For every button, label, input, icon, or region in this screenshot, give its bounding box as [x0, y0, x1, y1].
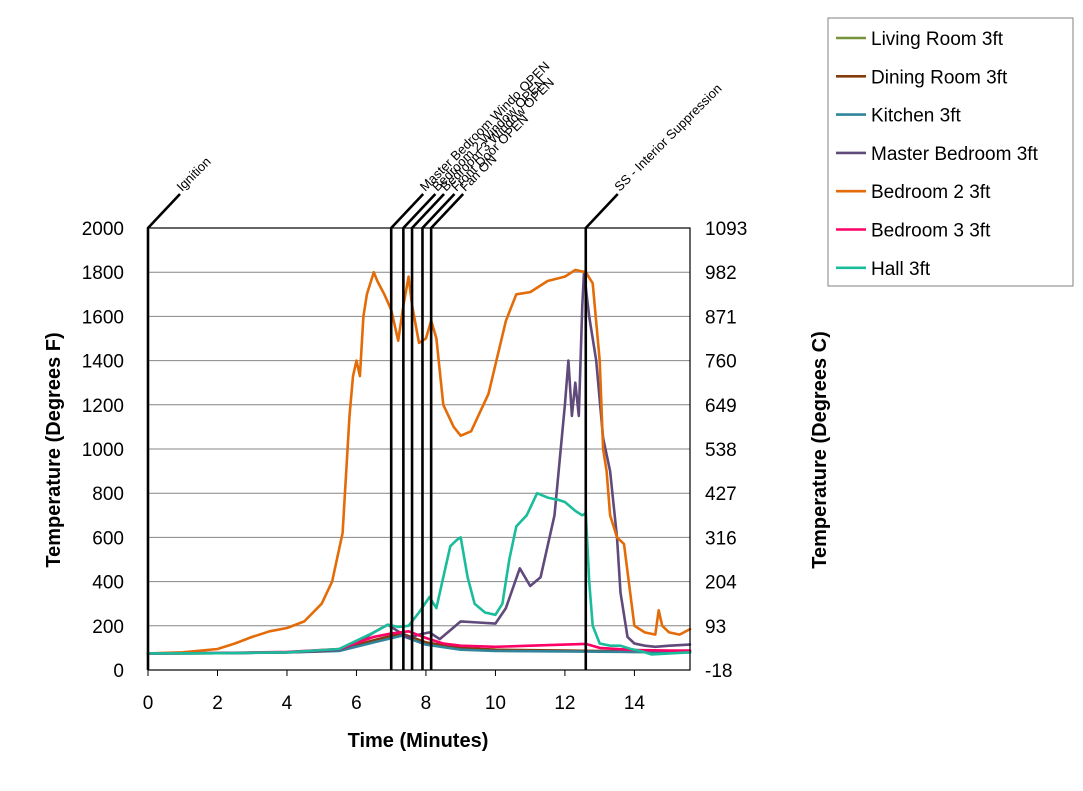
series-line-4 [146, 268, 692, 655]
y2-tick-label: 871 [705, 307, 737, 328]
event-line [389, 193, 425, 670]
x-tick-label: 4 [282, 693, 293, 714]
y-tick-label: 400 [92, 573, 124, 594]
y-tick-label: 1000 [82, 440, 124, 461]
y-tick-label: 800 [92, 484, 124, 505]
y-tick-label: 2000 [82, 219, 124, 240]
y2-axis-title: Temperature (Degrees C) [809, 331, 831, 568]
legend-box [827, 17, 1074, 287]
series-layer [146, 268, 692, 656]
legend-label: Living Room 3ft [871, 29, 1004, 50]
y-tick-label: 1600 [82, 307, 124, 328]
series-line-3 [146, 270, 692, 655]
event-line [146, 193, 181, 670]
y-tick-label: 200 [92, 617, 124, 638]
event-markers: Ignition Master Bedroom Windo OPENBedroom… [146, 58, 725, 670]
grid [148, 227, 690, 671]
legend-label: Bedroom 2 3ft [871, 182, 991, 203]
y2-tick-label: 204 [705, 573, 737, 594]
plot-area-frame [147, 227, 691, 671]
y-tick-label: 600 [92, 528, 124, 549]
x-tick-label: 6 [351, 693, 362, 714]
legend-label: Bedroom 3 3ft [871, 221, 991, 242]
legend-label: Hall 3ft [871, 259, 931, 280]
y2-tick-label: 316 [705, 528, 737, 549]
x-tick-label: 14 [624, 693, 646, 714]
legend-label: Master Bedroom 3ft [871, 144, 1039, 165]
y2-tick-label: 649 [705, 396, 737, 417]
series-line-6 [146, 491, 692, 656]
x-tick-label: 8 [421, 693, 432, 714]
legend-label: Dining Room 3ft [871, 67, 1008, 88]
legend-label: Kitchen 3ft [871, 106, 961, 127]
y2-tick-label: 427 [705, 484, 737, 505]
x-tick-label: 2 [212, 693, 223, 714]
x-tick-label: 0 [143, 693, 154, 714]
y2-tick-label: 93 [705, 617, 726, 638]
y2-tick-label: 760 [705, 352, 737, 373]
y-axis-title: Temperature (Degrees F) [43, 332, 65, 567]
x-axis-title: Time (Minutes) [348, 730, 489, 752]
x-tick-label: 10 [485, 693, 506, 714]
event-label: SS - Interior Suppression [611, 81, 724, 194]
event-label: Ignition [174, 154, 214, 194]
y-tick-label: 1800 [82, 263, 124, 284]
y2-tick-label: 538 [705, 440, 737, 461]
legend: Living Room 3ft Dining Room 3ft Kitchen 3f… [827, 17, 1074, 287]
y-tick-label: 0 [113, 661, 124, 682]
y2-tick-label: 1093 [705, 219, 747, 240]
y2-tick-label: 982 [705, 263, 737, 284]
y2-tick-label: -18 [705, 661, 732, 682]
y-tick-label: 1400 [82, 352, 124, 373]
x-tick-label: 12 [554, 693, 575, 714]
y-tick-label: 1200 [82, 396, 124, 417]
